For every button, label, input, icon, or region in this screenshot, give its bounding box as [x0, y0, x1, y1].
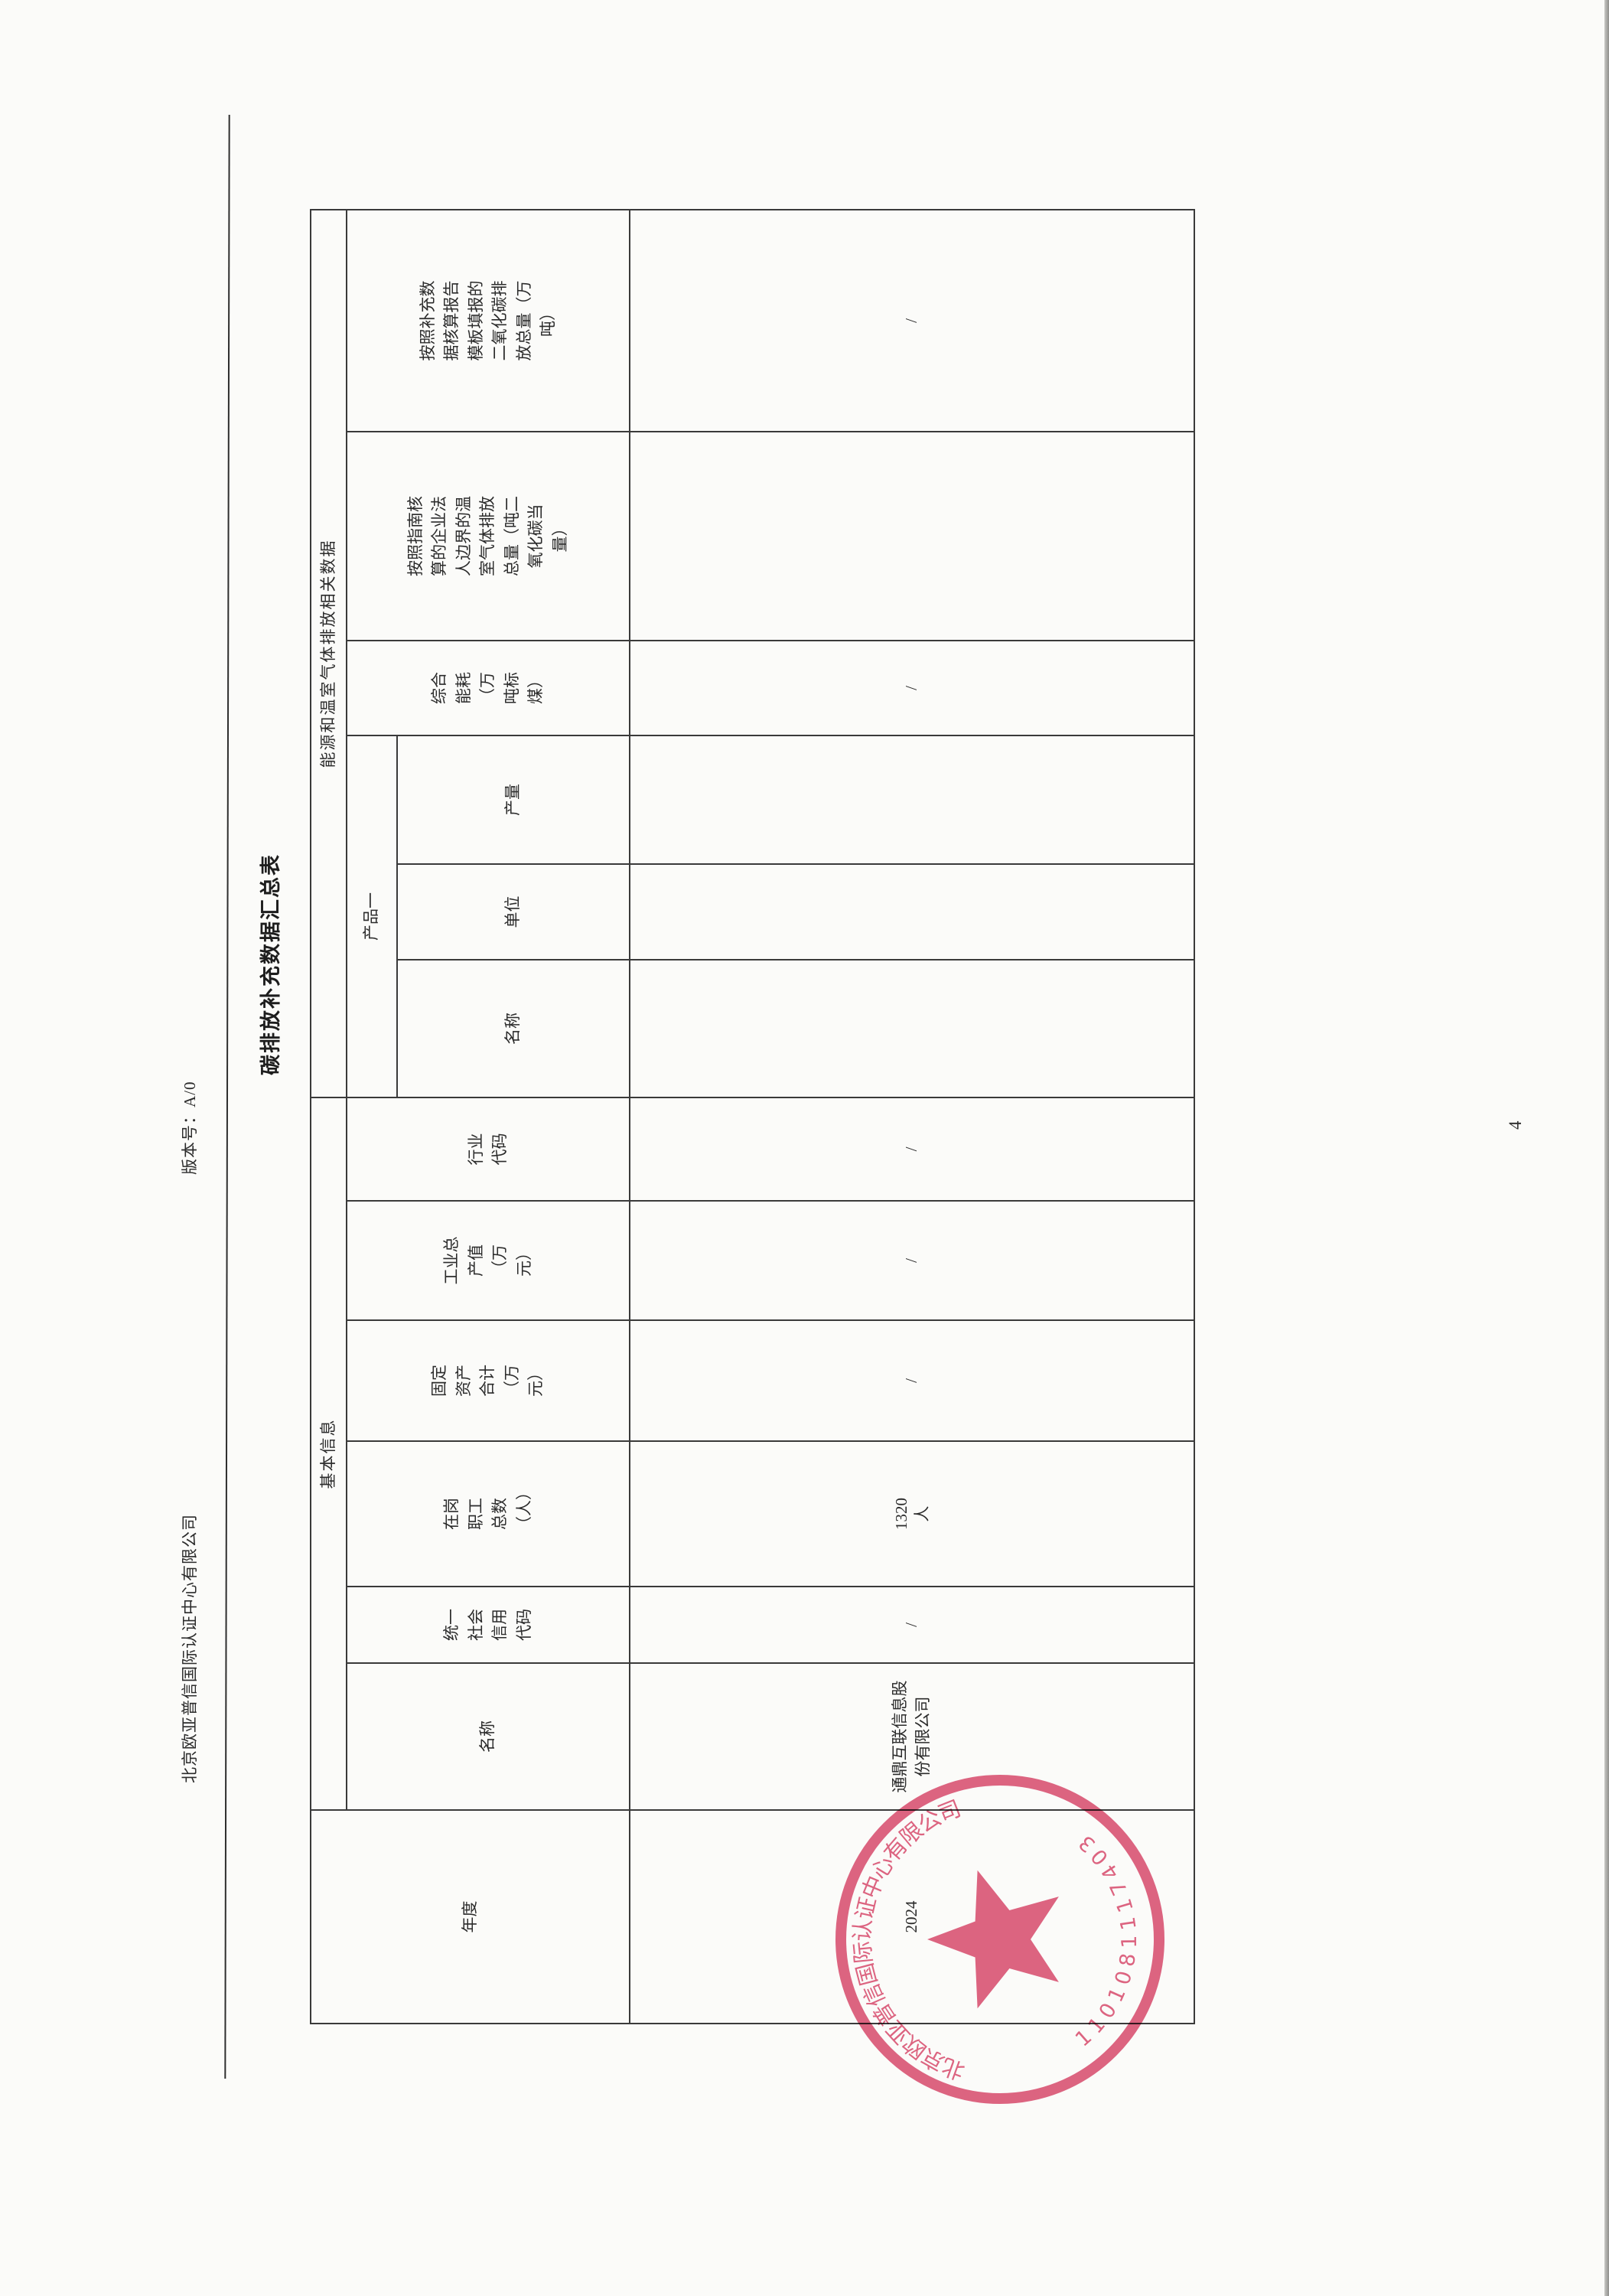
industrial-output-value: / [630, 1201, 1194, 1320]
fixed-assets-value: / [630, 1320, 1194, 1441]
staff-label: 在岗职工总数（人） [442, 1484, 533, 1532]
svg-text:1101081117403: 1101081117403 [1070, 1826, 1142, 2052]
certification-stamp: 北京欧亚普信国际认证中心有限公司 1101081117403 [835, 1775, 1164, 2104]
col-product-unit-header: 单位 [397, 863, 630, 960]
col-company-name-header: 名称 [347, 1663, 630, 1810]
stamp-star-icon [927, 1870, 1059, 2009]
product-qty-value [630, 735, 1194, 864]
industry-code-label: 行业代码 [466, 1133, 510, 1166]
industrial-output-label: 工业总产值（万元） [442, 1236, 533, 1285]
group-header-row: 年度 基本信息 能源和温室气体排放相关数据 [311, 209, 630, 2024]
credit-code-label: 统一社会信用代码 [442, 1609, 533, 1641]
stamp-ring [835, 1775, 1164, 2104]
staff-value: 1320 人 [630, 1441, 1194, 1587]
credit-code-value: / [630, 1587, 1194, 1663]
col-industrial-output-header: 工业总产值（万元） [347, 1201, 630, 1320]
col-staff-header: 在岗职工总数（人） [347, 1441, 630, 1587]
energy-consumption-value: / [630, 640, 1194, 735]
subgroup-header-row: 名称 统一社会信用代码 在岗职工总数（人） 固定资产合计（万元） 工业总产值（万… [347, 209, 630, 2024]
page-number: 4 [1506, 1120, 1525, 1130]
col-product-qty-header: 产量 [397, 735, 630, 864]
staff-unit: 人 [913, 1505, 931, 1522]
fixed-assets-label: 固定资产合计（万元） [430, 1365, 546, 1397]
doc-version-label: 版本号：A/0 [181, 1081, 199, 1176]
industry-code-value: / [630, 1097, 1194, 1201]
supplement-total-label: 按照补充数据核算报告模板填报的二氧化碳排放总量（万吨） [418, 280, 558, 361]
col-guideline-total-header: 按照指南核算的企业法人边界的温室气体排放总量（吨二氧化碳当量） [347, 431, 630, 641]
doc-company-name: 北京欧亚普信国际认证中心有限公司 [181, 1514, 199, 1783]
group-energy-ghg: 能源和温室气体排放相关数据 [311, 209, 347, 1097]
col-supplement-total-header: 按照补充数据核算报告模板填报的二氧化碳排放总量（万吨） [347, 209, 630, 432]
page-title: 碳排放补充数据汇总表 [259, 853, 282, 1075]
col-credit-code-header: 统一社会信用代码 [347, 1587, 630, 1663]
col-industry-code-header: 行业代码 [347, 1097, 630, 1201]
scan-edge-shadow [1604, 0, 1609, 2296]
product-name-value [630, 959, 1194, 1097]
header-rule [224, 115, 230, 2079]
stamp-number: 1101081117403 [1070, 1826, 1142, 2052]
col-energy-consumption-header: 综合能耗（万吨标煤） [347, 640, 630, 735]
col-fixed-assets-header: 固定资产合计（万元） [347, 1320, 630, 1441]
col-year-header: 年度 [311, 1810, 630, 2024]
col-product-name-header: 名称 [397, 959, 630, 1097]
guideline-total-label: 按照指南核算的企业法人边界的温室气体排放总量（吨二氧化碳当量） [406, 495, 569, 576]
guideline-total-value [630, 431, 1194, 641]
staff-count: 1320 [891, 1498, 910, 1530]
energy-consumption-label: 综合能耗（万吨标煤） [430, 671, 546, 704]
product-unit-value [630, 863, 1194, 960]
supplement-total-value: / [630, 209, 1194, 432]
product-one-group-header: 产品一 [347, 735, 397, 1097]
group-basic-info: 基本信息 [311, 1097, 347, 1810]
